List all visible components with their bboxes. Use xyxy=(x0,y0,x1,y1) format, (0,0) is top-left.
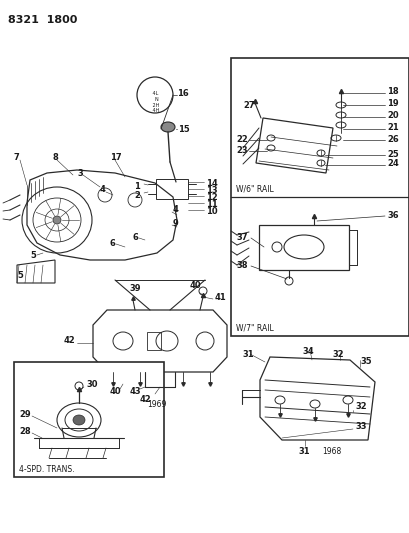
Text: 43: 43 xyxy=(130,387,141,396)
Bar xyxy=(155,179,188,199)
Text: 32: 32 xyxy=(331,350,343,359)
Text: 3: 3 xyxy=(77,168,83,177)
Text: 4-SPD. TRANS.: 4-SPD. TRANS. xyxy=(19,465,74,474)
Ellipse shape xyxy=(161,122,175,132)
Text: 8321  1800: 8321 1800 xyxy=(8,15,77,25)
Text: 35: 35 xyxy=(359,357,371,366)
Text: 40: 40 xyxy=(189,281,201,290)
Text: 12: 12 xyxy=(205,193,217,202)
Text: 17: 17 xyxy=(110,152,121,161)
Text: 21: 21 xyxy=(386,123,398,132)
Text: 19: 19 xyxy=(386,99,398,108)
Text: 40: 40 xyxy=(110,387,121,396)
Text: 11: 11 xyxy=(205,200,217,209)
Text: 4L
  N
 2H
 4H: 4L N 2H 4H xyxy=(151,91,159,114)
Bar xyxy=(14,362,164,477)
Text: 41: 41 xyxy=(214,293,226,302)
Text: 34: 34 xyxy=(301,347,313,356)
Text: 8: 8 xyxy=(53,152,58,161)
Text: 1968: 1968 xyxy=(321,447,340,456)
Text: 38: 38 xyxy=(236,261,247,270)
Text: 37: 37 xyxy=(236,232,247,241)
Text: 31: 31 xyxy=(297,447,309,456)
Text: 6: 6 xyxy=(110,238,116,247)
Ellipse shape xyxy=(73,415,85,425)
Text: 29: 29 xyxy=(19,410,31,419)
Text: 39: 39 xyxy=(129,284,140,293)
Text: 2: 2 xyxy=(134,191,139,200)
Text: 28: 28 xyxy=(19,427,31,437)
Text: 31: 31 xyxy=(241,350,253,359)
Text: 23: 23 xyxy=(236,146,247,155)
Text: 5: 5 xyxy=(17,271,23,279)
Text: 4: 4 xyxy=(173,206,178,214)
Text: 42: 42 xyxy=(139,395,151,404)
Text: 16: 16 xyxy=(177,88,188,98)
Text: 25: 25 xyxy=(386,149,398,158)
Bar xyxy=(258,225,348,270)
Text: 15: 15 xyxy=(178,125,189,133)
Text: 27: 27 xyxy=(243,101,254,109)
Text: W/6" RAIL: W/6" RAIL xyxy=(236,185,273,194)
Text: 20: 20 xyxy=(386,110,398,119)
Bar xyxy=(147,332,161,350)
Text: 1: 1 xyxy=(134,182,139,191)
Ellipse shape xyxy=(53,216,61,224)
Text: 1969: 1969 xyxy=(147,400,166,409)
Text: 14: 14 xyxy=(205,179,217,188)
Text: 13: 13 xyxy=(205,186,217,195)
Text: W/7" RAIL: W/7" RAIL xyxy=(236,324,273,333)
Text: 36: 36 xyxy=(386,211,398,220)
Text: 4: 4 xyxy=(100,185,106,195)
Text: 32: 32 xyxy=(354,402,366,411)
Bar xyxy=(230,58,408,336)
Text: 18: 18 xyxy=(386,86,398,95)
Text: 42: 42 xyxy=(63,336,75,345)
Text: 5: 5 xyxy=(30,251,36,260)
Text: 24: 24 xyxy=(386,159,398,168)
Text: 26: 26 xyxy=(386,134,398,143)
Text: 30: 30 xyxy=(86,381,97,390)
Text: 7: 7 xyxy=(14,152,20,161)
Text: 10: 10 xyxy=(205,207,217,216)
Text: 33: 33 xyxy=(354,423,366,432)
Text: 22: 22 xyxy=(236,134,247,143)
Text: 9: 9 xyxy=(173,219,178,228)
Text: 6: 6 xyxy=(133,232,139,241)
